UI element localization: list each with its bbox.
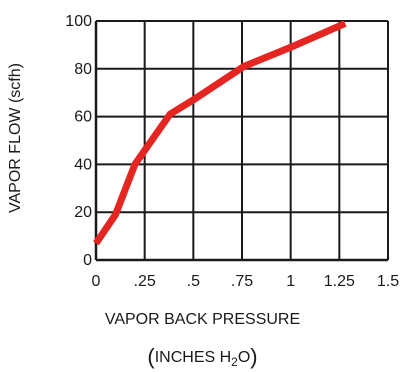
- units-prefix: INCHES H: [154, 349, 232, 366]
- units-suffix: O: [237, 349, 251, 366]
- units-subscript: 2: [231, 355, 238, 369]
- x-axis-label: VAPOR BACK PRESSURE: [104, 311, 301, 328]
- y-axis-label: VAPOR FLOW (scfh): [7, 63, 24, 213]
- x-tick-label-2: .5: [187, 273, 200, 290]
- series-layer: [93, 20, 347, 246]
- y-tick-label-5: 100: [65, 13, 92, 30]
- grid: [94, 20, 389, 262]
- series-line-0: [93, 20, 347, 246]
- x-axis-units-label: (INCHES H2O): [0, 342, 405, 369]
- y-tick-label-3: 60: [74, 109, 92, 126]
- x-tick-label-4: 1: [286, 273, 295, 290]
- x-tick-label-0: 0: [92, 273, 101, 290]
- y-tick-label-0: 0: [83, 252, 92, 269]
- x-tick-label-5: 1.25: [324, 273, 355, 290]
- y-tick-label-4: 80: [74, 61, 92, 78]
- units-close-paren: ): [250, 344, 258, 369]
- y-tick-label-1: 20: [74, 204, 92, 221]
- units-open-paren: (: [147, 344, 155, 369]
- y-tick-label-2: 40: [74, 156, 92, 173]
- x-tick-labels: 0 .25 .5 .75 1 1.25 1.5: [92, 273, 400, 290]
- x-tick-label-6: 1.5: [377, 273, 399, 290]
- y-tick-labels: 0 20 40 60 80 100: [65, 13, 92, 269]
- x-tick-label-3: .75: [231, 273, 253, 290]
- x-tick-label-1: .25: [134, 273, 156, 290]
